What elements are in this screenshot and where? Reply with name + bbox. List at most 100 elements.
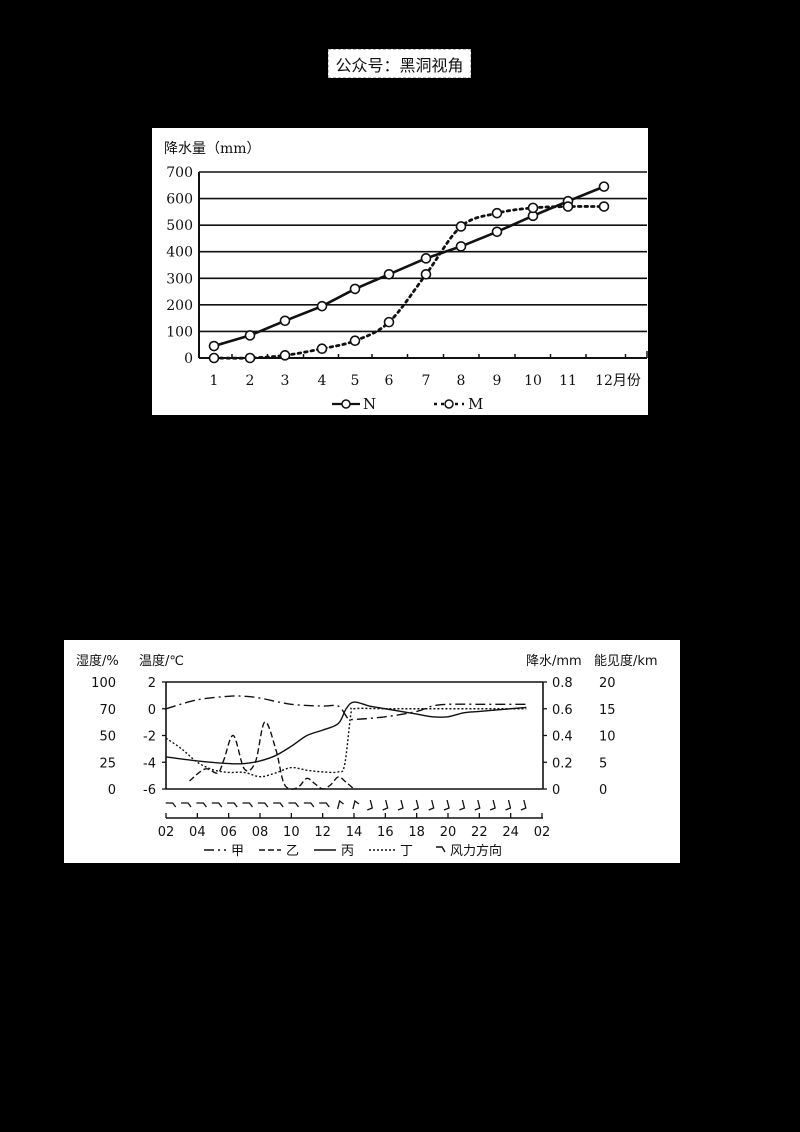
legend-label-2: 丙 xyxy=(341,844,354,859)
data-point-marker xyxy=(420,269,432,280)
x-tick-label: 4 xyxy=(318,373,327,389)
data-point-marker xyxy=(208,352,220,364)
data-point-marker xyxy=(527,202,539,214)
x-tick-label: 5 xyxy=(351,373,360,389)
precip-tick: 0.4 xyxy=(552,730,573,745)
wind-barb-icon xyxy=(489,799,496,811)
wind-barb-icon xyxy=(181,802,192,808)
axis-title-3: 能见度/km xyxy=(594,653,658,669)
series-乙 xyxy=(189,721,355,790)
y-tick-label: 100 xyxy=(166,324,193,340)
x-tick-label: 20 xyxy=(440,825,457,840)
y-tick-label: 400 xyxy=(166,245,193,261)
x-tick-label: 8 xyxy=(457,373,466,389)
axis-title-2: 降水/mm xyxy=(526,654,582,669)
series-丙 xyxy=(165,701,527,765)
precip-tick: 0.8 xyxy=(552,676,573,691)
precipitation-cumulative-chart: 降水量（mm） 0 100 200 300 400 500 600 700 1 2 3 4 5 6 7 8 9 10… xyxy=(152,128,648,415)
data-point-marker xyxy=(383,316,395,328)
wind-barb-icon xyxy=(352,799,360,810)
wind-barb-icon xyxy=(397,799,404,811)
series-M xyxy=(208,201,610,364)
data-point-marker xyxy=(316,343,328,354)
humidity-tick: 0 xyxy=(108,783,116,798)
x-tick-label: 2 xyxy=(246,373,255,389)
legend-label-0: 甲 xyxy=(231,844,244,859)
x-tick-label: 10 xyxy=(283,825,300,840)
data-point-marker xyxy=(208,340,220,352)
x-tick-label: 10 xyxy=(524,373,542,389)
humidity-tick: 25 xyxy=(99,756,116,771)
x-tick-label: 02 xyxy=(534,825,551,840)
wind-barb-icon xyxy=(443,799,450,811)
x-tick-label: 6 xyxy=(385,373,394,389)
wind-barb-icon xyxy=(382,799,389,811)
data-point-marker xyxy=(279,350,291,361)
x-tick-label: 11 xyxy=(559,373,577,389)
x-tick-label: 04 xyxy=(189,825,206,840)
legend-label-n: N xyxy=(363,395,376,413)
data-point-marker xyxy=(455,221,467,232)
wind-barb-icon xyxy=(474,799,481,811)
x-tick-label: 7 xyxy=(422,373,431,389)
wind-barb-icon xyxy=(242,802,253,808)
visibility-tick: 10 xyxy=(599,730,616,745)
data-point-marker xyxy=(244,352,256,364)
legend-label-m: M xyxy=(468,395,483,413)
chart1-svg: 降水量（mm） 0 100 200 300 400 500 600 700 1 2 3 4 5 6 7 8 9 10… xyxy=(164,141,648,413)
x-tick-label: 14 xyxy=(346,825,363,840)
humidity-tick: 50 xyxy=(99,730,116,745)
axis-title-0: 湿度/% xyxy=(76,653,119,669)
temperature-tick: -6 xyxy=(143,783,156,798)
y-tick-label: 200 xyxy=(166,298,193,314)
precip-tick: 0.2 xyxy=(552,756,573,771)
x-tick-label: 1 xyxy=(210,373,219,389)
x-tick-label: 08 xyxy=(252,825,269,840)
wind-barb-icon xyxy=(520,799,527,811)
data-point-marker xyxy=(244,330,256,341)
wind-barb-icon xyxy=(505,799,512,811)
y-tick-label: 300 xyxy=(166,271,193,287)
x-tick-label: 22 xyxy=(471,825,488,840)
legend-label-1: 乙 xyxy=(286,844,299,859)
data-point-marker xyxy=(491,226,503,238)
wind-barb-icon xyxy=(165,802,177,808)
wind-direction-row xyxy=(165,799,527,811)
weather-timeseries-chart: 湿度/% 温度/℃ 降水/mm 能见度/km 100 70 50 25 0 2 0 -2 -4 -6 0.8… xyxy=(64,640,680,863)
wind-barb-icon xyxy=(303,802,315,808)
wind-barb-icon xyxy=(319,802,330,808)
precip-tick: 0 xyxy=(552,783,560,798)
wind-barb-icon xyxy=(211,802,223,808)
visibility-tick: 15 xyxy=(599,703,616,718)
wind-barb-icon xyxy=(459,799,466,811)
humidity-tick: 100 xyxy=(91,676,116,691)
data-point-marker xyxy=(349,335,361,347)
legend-label-3: 丁 xyxy=(400,844,413,859)
wind-barb-icon xyxy=(288,802,300,808)
data-point-marker xyxy=(316,300,328,312)
wind-legend-icon xyxy=(436,846,446,853)
data-point-marker xyxy=(598,181,610,192)
precip-tick: 0.6 xyxy=(552,703,573,718)
wind-barb-icon xyxy=(257,802,269,808)
y-tick-label: 500 xyxy=(166,218,193,234)
wind-barb-icon xyxy=(413,799,420,811)
x-tick-label: 24 xyxy=(502,825,519,840)
x-tick-label: 12月份 xyxy=(595,373,641,389)
y-axis-title: 降水量（mm） xyxy=(164,141,261,157)
series-丁 xyxy=(165,707,527,778)
wind-barb-icon xyxy=(428,799,435,811)
temperature-tick: 0 xyxy=(148,703,156,718)
y-tick-label: 700 xyxy=(166,165,193,181)
wind-barb-icon xyxy=(367,799,374,811)
temperature-tick: -2 xyxy=(143,730,156,745)
data-point-marker xyxy=(279,315,291,327)
legend: 甲 乙 丙 丁 风力方向 xyxy=(204,843,502,859)
visibility-tick: 20 xyxy=(599,676,616,691)
x-tick-label: 02 xyxy=(158,825,175,840)
series-甲 xyxy=(165,695,527,721)
legend-label-wind: 风力方向 xyxy=(450,843,502,859)
series-N xyxy=(208,181,610,352)
temperature-tick: -4 xyxy=(143,756,156,771)
